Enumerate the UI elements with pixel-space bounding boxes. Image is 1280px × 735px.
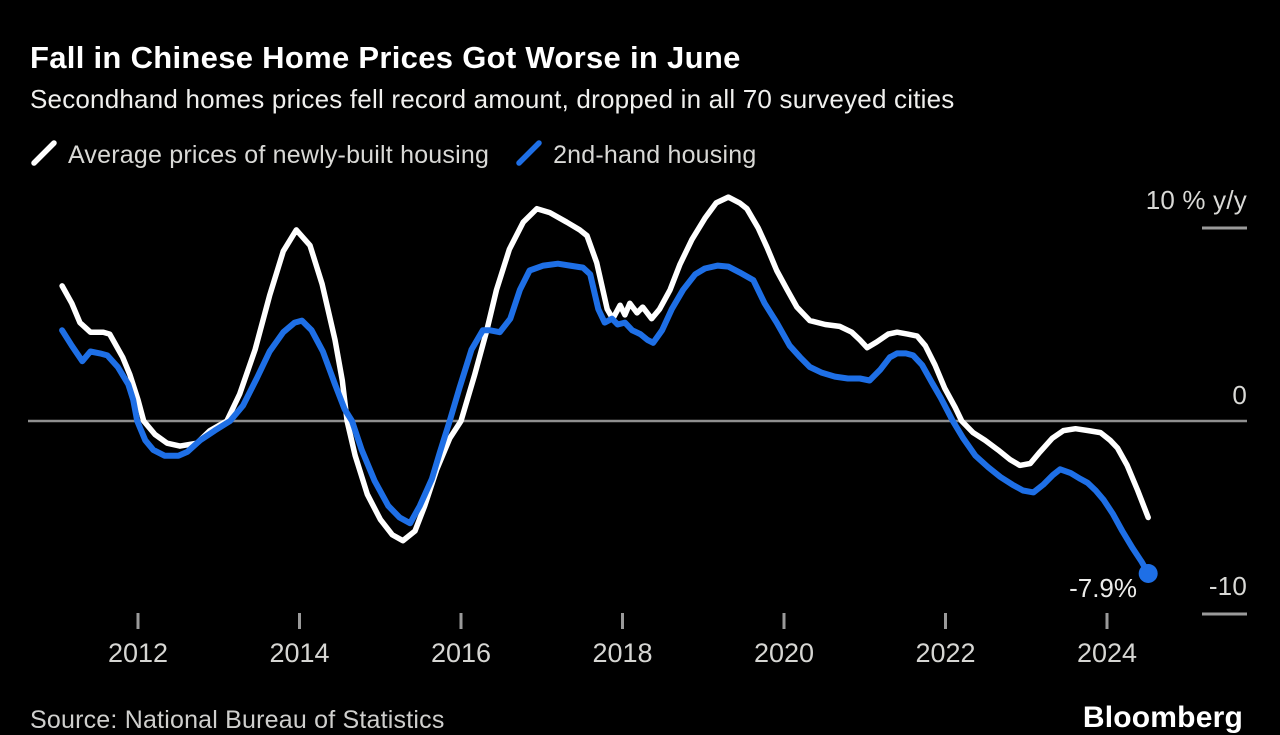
legend-label-new-housing: Average prices of newly-built housing xyxy=(68,141,490,169)
x-axis-year-label: 2018 xyxy=(592,638,652,668)
x-axis-year-label: 2014 xyxy=(269,638,329,668)
x-axis-year-label: 2012 xyxy=(108,638,168,668)
legend-label-secondhand-housing: 2nd-hand housing xyxy=(553,141,757,169)
new-housing-line xyxy=(59,194,1151,544)
chart-title: Fall in Chinese Home Prices Got Worse in… xyxy=(30,40,741,75)
x-axis-year-label: 2022 xyxy=(915,638,975,668)
x-axis-year-label: 2020 xyxy=(754,638,814,668)
series-end-dot xyxy=(1138,563,1158,583)
legend-item-secondhand-housing: 2nd-hand housing xyxy=(515,138,756,173)
x-axis-year-label: 2016 xyxy=(431,638,491,668)
y-axis-label-10: 10 % y/y xyxy=(1145,185,1247,215)
price-line-chart: 2012 2014 2016 2018 2020 2022 2024 xyxy=(28,194,1247,668)
legend-item-new-housing: Average prices of newly-built housing xyxy=(30,138,489,173)
y-axis-label-0: 0 xyxy=(1232,380,1247,410)
last-value-annotation: -7.9% xyxy=(1069,573,1137,603)
blue-line-slash-icon xyxy=(515,138,543,173)
secondhand-housing-line xyxy=(59,260,1152,577)
bloomberg-chart-page: { "title": "Fall in Chinese Home Prices … xyxy=(28,40,1247,734)
source-note: Source: National Bureau of Statistics xyxy=(30,706,445,734)
y-axis-label-minus10: -10 xyxy=(1208,571,1247,601)
x-axis-year-label: 2024 xyxy=(1077,638,1137,668)
white-line-slash-icon xyxy=(30,138,58,173)
chart-subtitle: Secondhand homes prices fell record amou… xyxy=(30,84,955,114)
bloomberg-logo: Bloomberg xyxy=(1082,701,1243,734)
chart-legend: Average prices of newly-built housing 2n… xyxy=(30,138,756,173)
